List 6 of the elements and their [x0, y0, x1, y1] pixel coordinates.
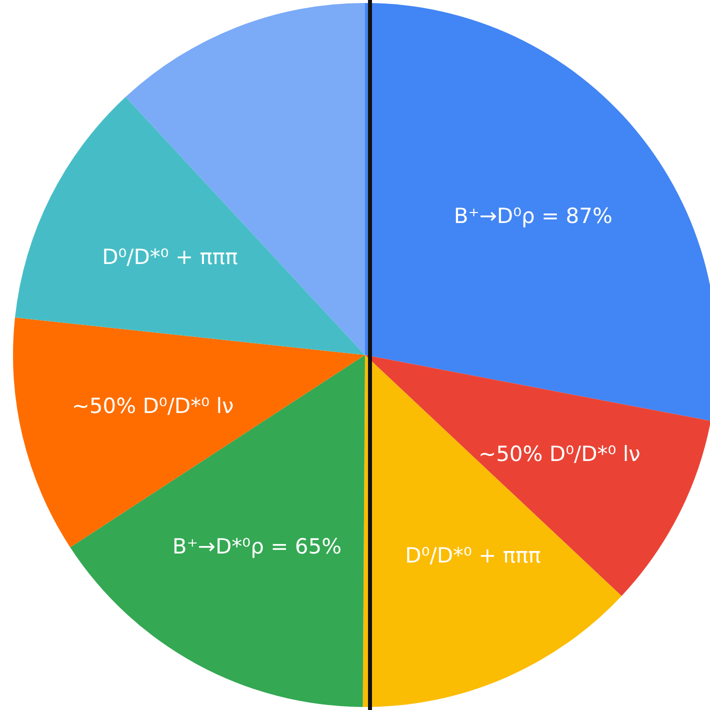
slice-label: B⁺→D*⁰ρ = 65% [172, 534, 342, 559]
slice-label: ~50% D⁰/D*⁰ lν [72, 394, 234, 418]
slice-label: ~50% D⁰/D*⁰ lν [478, 442, 640, 466]
slice-label: D⁰/D*⁰ + πππ [102, 245, 238, 270]
slice-label: B⁺→D⁰ρ = 87% [454, 204, 612, 228]
slice-label: D⁰/D*⁰ + πππ [405, 544, 542, 568]
